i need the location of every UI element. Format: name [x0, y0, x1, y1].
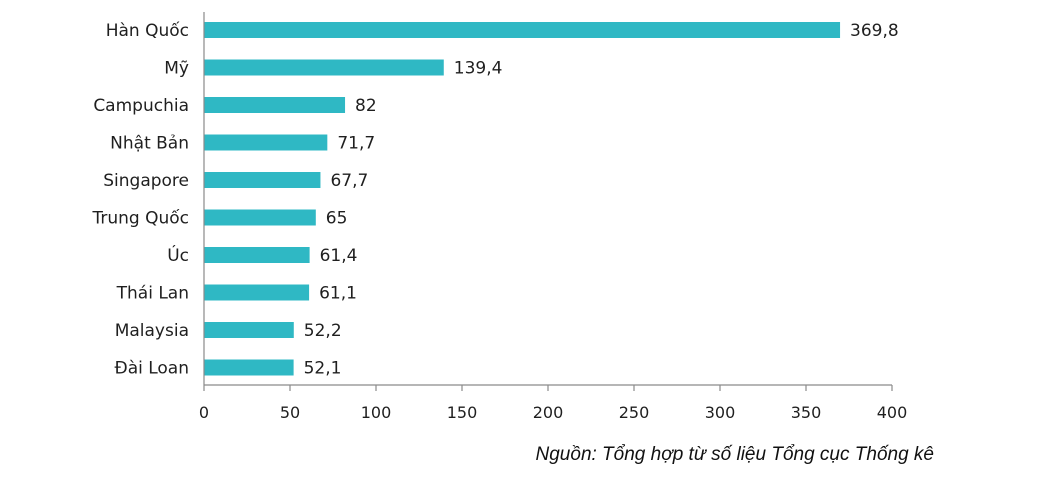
x-tick-label: 300	[705, 403, 736, 422]
bar	[204, 134, 328, 151]
x-tick-label: 100	[361, 403, 392, 422]
x-tick-label: 150	[447, 403, 478, 422]
x-tick-label: 400	[877, 403, 908, 422]
category-label: Mỹ	[164, 59, 189, 79]
x-tick-label: 50	[280, 403, 300, 422]
bar	[204, 322, 294, 338]
data-label: 369,8	[850, 21, 899, 41]
bar	[204, 59, 444, 76]
data-label: 61,1	[319, 284, 357, 304]
category-label: Thái Lan	[116, 284, 189, 304]
category-label: Nhật Bản	[110, 134, 189, 154]
data-label: 61,4	[320, 246, 358, 266]
data-label: 71,7	[337, 134, 375, 154]
category-label: Campuchia	[93, 96, 189, 116]
bar	[204, 247, 310, 263]
category-label: Hàn Quốc	[106, 20, 189, 41]
data-label: 52,1	[304, 359, 342, 379]
x-tick-label: 250	[619, 403, 650, 422]
bar	[204, 97, 346, 113]
category-label: Malaysia	[115, 321, 189, 341]
bar	[204, 172, 321, 188]
category-label: Trung Quốc	[91, 208, 189, 229]
category-label: Úc	[167, 244, 189, 266]
bar	[204, 284, 310, 301]
data-label: 67,7	[330, 171, 368, 191]
bar	[204, 359, 294, 376]
data-label: 82	[355, 96, 377, 116]
bar	[204, 209, 316, 226]
category-label: Singapore	[103, 171, 189, 191]
data-label: 139,4	[454, 59, 503, 79]
data-label: 65	[326, 209, 348, 229]
x-tick-label: 0	[199, 403, 209, 422]
x-tick-label: 200	[533, 403, 564, 422]
category-label: Đài Loan	[115, 359, 189, 379]
source-note: Nguồn: Tổng hợp từ số liệu Tổng cục Thốn…	[535, 444, 934, 465]
data-label: 52,2	[304, 321, 342, 341]
x-tick-label: 350	[791, 403, 822, 422]
bar	[204, 22, 841, 38]
